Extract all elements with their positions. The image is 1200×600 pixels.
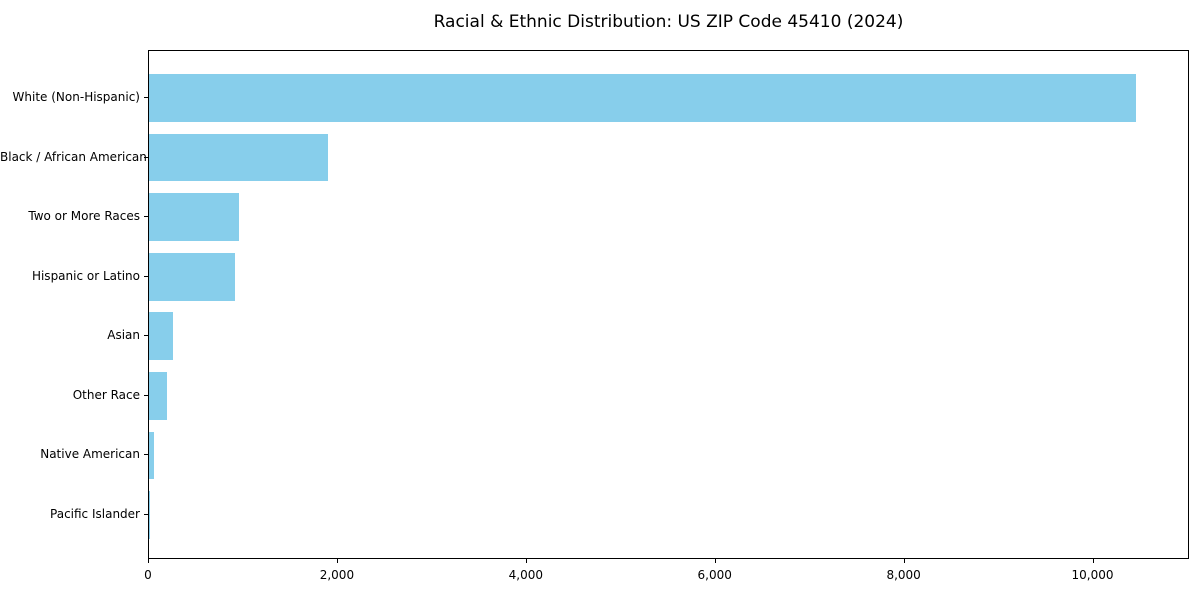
x-tick-mark (1092, 559, 1094, 563)
x-tick-mark (903, 559, 905, 563)
x-tick-label: 6,000 (697, 568, 732, 582)
x-tick-label: 0 (144, 568, 152, 582)
y-tick-mark (144, 454, 148, 455)
bar (149, 431, 154, 480)
x-tick-label: 10,000 (1071, 568, 1114, 582)
x-tick-label: 4,000 (508, 568, 543, 582)
y-tick-mark (144, 514, 148, 515)
plot-area (148, 50, 1189, 559)
bar (149, 193, 239, 241)
bar (149, 252, 235, 301)
bar (149, 372, 167, 420)
y-tick-label: Pacific Islander (50, 506, 140, 521)
x-tick-label: 2,000 (319, 568, 355, 582)
x-tick-mark (336, 559, 338, 563)
y-tick-label: Asian (107, 328, 140, 343)
x-tick-mark (148, 559, 149, 563)
y-tick-label: Native American (40, 447, 140, 462)
y-tick-mark (144, 335, 148, 336)
x-tick-label: 8,000 (886, 568, 921, 582)
y-tick-mark (144, 395, 148, 396)
y-tick-label: Black / African American (0, 149, 147, 164)
y-tick-mark (144, 216, 148, 217)
bar (149, 312, 174, 361)
y-tick-label: White (Non-Hispanic) (12, 90, 140, 104)
chart-title: Racial & Ethnic Distribution: US ZIP Cod… (433, 12, 904, 32)
y-tick-mark (144, 157, 148, 158)
y-tick-label: Hispanic or Latino (31, 268, 140, 283)
x-tick-mark (714, 559, 716, 563)
bar (149, 74, 1137, 122)
y-tick-mark (144, 276, 148, 277)
bar (149, 133, 329, 182)
x-tick-mark (525, 559, 527, 563)
y-tick-mark (144, 97, 148, 98)
y-tick-label: Other Race (72, 387, 140, 402)
y-tick-label: Two or More Races (28, 209, 140, 224)
